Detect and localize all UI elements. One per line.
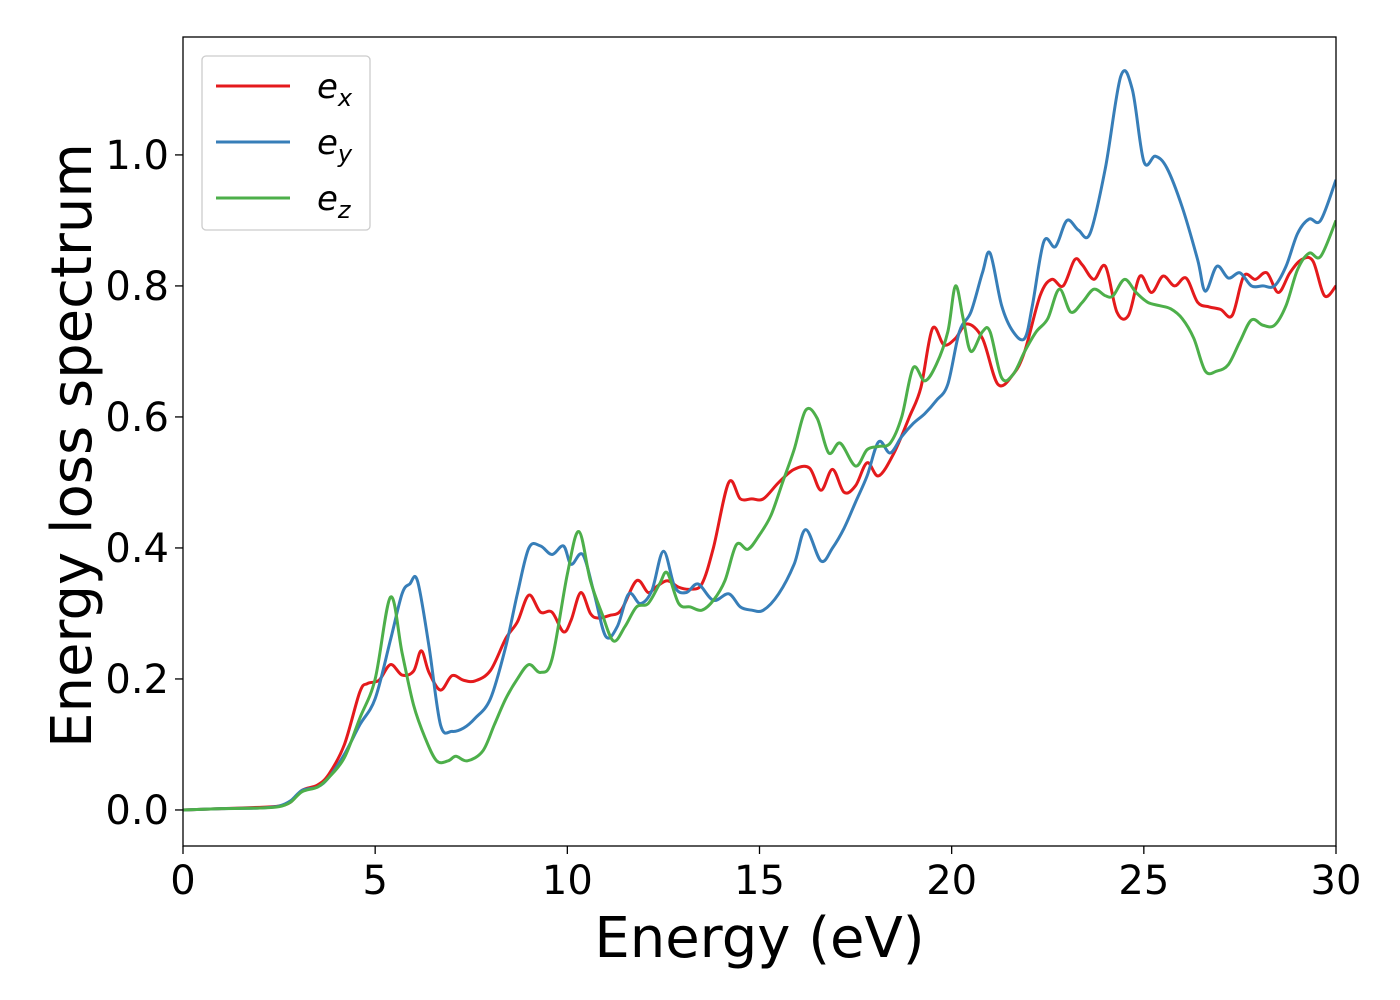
- y-axis: 0.0 0.2 0.4 0.6 0.8 1.0: [105, 133, 183, 834]
- y-tick-label: 0.0: [105, 788, 169, 834]
- x-tick-label: 15: [734, 858, 785, 904]
- x-tick-label: 25: [1118, 858, 1169, 904]
- y-tick-label: 0.2: [105, 657, 169, 703]
- legend-label-x: ex: [317, 67, 353, 112]
- x-tick-label: 0: [170, 858, 195, 904]
- x-axis-label: Energy (eV): [594, 906, 924, 971]
- legend-label-subscript: z: [337, 196, 352, 224]
- legend-label-y: ey: [317, 123, 353, 168]
- x-tick-label: 20: [926, 858, 977, 904]
- y-tick-label: 0.6: [105, 395, 169, 441]
- legend-label-z: ez: [317, 179, 352, 224]
- series-line-y: [183, 69, 1336, 812]
- y-axis-label: Energy loss spectrum: [40, 143, 105, 748]
- legend-label-base: e: [317, 179, 338, 219]
- plot-background: [183, 37, 1336, 846]
- x-tick-label: 10: [542, 858, 593, 904]
- plot-area: [183, 37, 1336, 846]
- x-axis: 0 5 10 15 20 25 30: [170, 846, 1361, 904]
- legend-label-base: e: [317, 123, 338, 163]
- y-tick-label: 0.4: [105, 526, 169, 572]
- y-tick-label: 0.8: [105, 264, 169, 310]
- series-line-z: [183, 219, 1336, 812]
- legend-label-subscript: x: [337, 84, 353, 112]
- series-line-x: [183, 255, 1336, 812]
- legend-label-subscript: y: [337, 140, 353, 168]
- series-layer: [183, 69, 1336, 812]
- legend-label-base: e: [317, 67, 338, 107]
- x-tick-label: 30: [1311, 858, 1362, 904]
- y-tick-label: 1.0: [105, 133, 169, 179]
- x-tick-label: 5: [362, 858, 387, 904]
